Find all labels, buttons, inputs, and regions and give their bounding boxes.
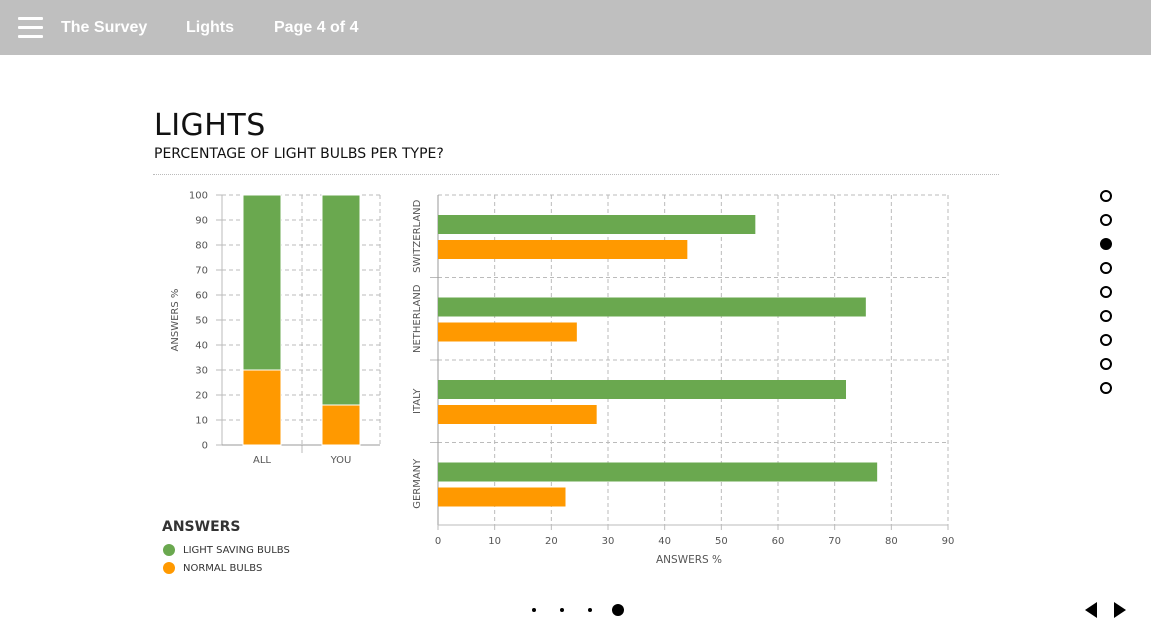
- bar: [438, 487, 566, 507]
- x-tick-label: 0: [435, 536, 441, 547]
- bar: [438, 322, 577, 342]
- legend-label: LIGHT SAVING BULBS: [183, 544, 290, 556]
- x-tick-label: ALL: [253, 455, 271, 466]
- side-nav-dot[interactable]: [1100, 310, 1112, 322]
- x-tick-label: 80: [885, 536, 898, 547]
- app-title[interactable]: The Survey: [61, 19, 148, 36]
- legend-swatch-light-saving: [163, 544, 175, 556]
- x-tick-label: 60: [772, 536, 785, 547]
- side-nav-dot[interactable]: [1100, 238, 1112, 250]
- page-dot[interactable]: [612, 604, 624, 616]
- horizontal-bar-chart: 0 10 20 30 40 50 60 70 80 90 SWITZERLAND NETHERLAND…: [412, 194, 955, 566]
- side-nav-dot[interactable]: [1100, 334, 1112, 346]
- x-tick-label: 20: [545, 536, 558, 547]
- bar: [438, 462, 878, 482]
- y-tick-label: 20: [195, 391, 208, 402]
- x-tick-label: 10: [488, 536, 501, 547]
- title-divider: [153, 174, 999, 175]
- x-tick-label: YOU: [330, 455, 352, 466]
- side-nav-dot[interactable]: [1100, 214, 1112, 226]
- y-tick-label: 0: [202, 441, 208, 452]
- bar-segment: [242, 194, 282, 371]
- y-tick-label: NETHERLAND: [412, 284, 423, 353]
- legend-item-light-saving: LIGHT SAVING BULBS: [163, 543, 290, 557]
- section-title[interactable]: Lights: [186, 19, 234, 36]
- bar-segment: [321, 404, 361, 446]
- y-tick-label: ITALY: [412, 388, 423, 414]
- bar: [438, 405, 597, 424]
- y-tick-label: 60: [195, 291, 208, 302]
- x-tick-label: 90: [942, 536, 955, 547]
- y-tick-label: 90: [195, 216, 208, 227]
- page-subtitle: PERCENTAGE OF LIGHT BULBS PER TYPE?: [154, 146, 444, 162]
- side-nav-dot[interactable]: [1100, 382, 1112, 394]
- stacked-bar-chart: 0 10 20 30 40 50 60 70 80 90 100 ALL YOU ANSWERS %: [170, 191, 381, 466]
- page-indicator: Page 4 of 4: [274, 19, 359, 36]
- hamburger-icon[interactable]: [18, 17, 43, 38]
- y-tick-label: 70: [195, 266, 208, 277]
- triangle-right-icon[interactable]: [1114, 602, 1126, 618]
- legend-swatch-normal: [163, 562, 175, 574]
- x-tick-label: 40: [658, 536, 671, 547]
- side-nav-dot[interactable]: [1100, 286, 1112, 298]
- side-nav-dot[interactable]: [1100, 262, 1112, 274]
- y-tick-label: 50: [195, 316, 208, 327]
- page-dot[interactable]: [588, 608, 592, 612]
- bar: [438, 297, 866, 317]
- side-nav-dot[interactable]: [1100, 358, 1112, 370]
- y-tick-label: 100: [189, 191, 208, 202]
- triangle-left-icon[interactable]: [1085, 602, 1097, 618]
- top-bar: The Survey Lights Page 4 of 4: [0, 0, 1151, 55]
- bar: [438, 240, 688, 259]
- x-tick-label: 70: [828, 536, 841, 547]
- bar: [438, 215, 756, 234]
- legend-label: NORMAL BULBS: [183, 562, 263, 574]
- y-tick-label: 30: [195, 366, 208, 377]
- x-axis-label: ANSWERS %: [656, 554, 722, 566]
- page-dot[interactable]: [560, 608, 564, 612]
- side-nav-dot[interactable]: [1100, 190, 1112, 202]
- y-tick-label: 80: [195, 241, 208, 252]
- bar-segment: [242, 369, 282, 446]
- page-title: LIGHTS: [154, 108, 266, 143]
- y-axis-label: ANSWERS %: [170, 289, 181, 352]
- bar: [438, 380, 846, 399]
- legend-item-normal: NORMAL BULBS: [163, 561, 262, 575]
- bar-segment: [321, 194, 361, 406]
- y-tick-label: 10: [195, 416, 208, 427]
- y-tick-label: 40: [195, 341, 208, 352]
- x-tick-label: 50: [715, 536, 728, 547]
- x-tick-label: 30: [602, 536, 615, 547]
- y-tick-label: SWITZERLAND: [412, 199, 423, 273]
- legend-title: ANSWERS: [162, 519, 241, 535]
- page-dot[interactable]: [532, 608, 536, 612]
- y-tick-label: GERMANY: [412, 458, 423, 509]
